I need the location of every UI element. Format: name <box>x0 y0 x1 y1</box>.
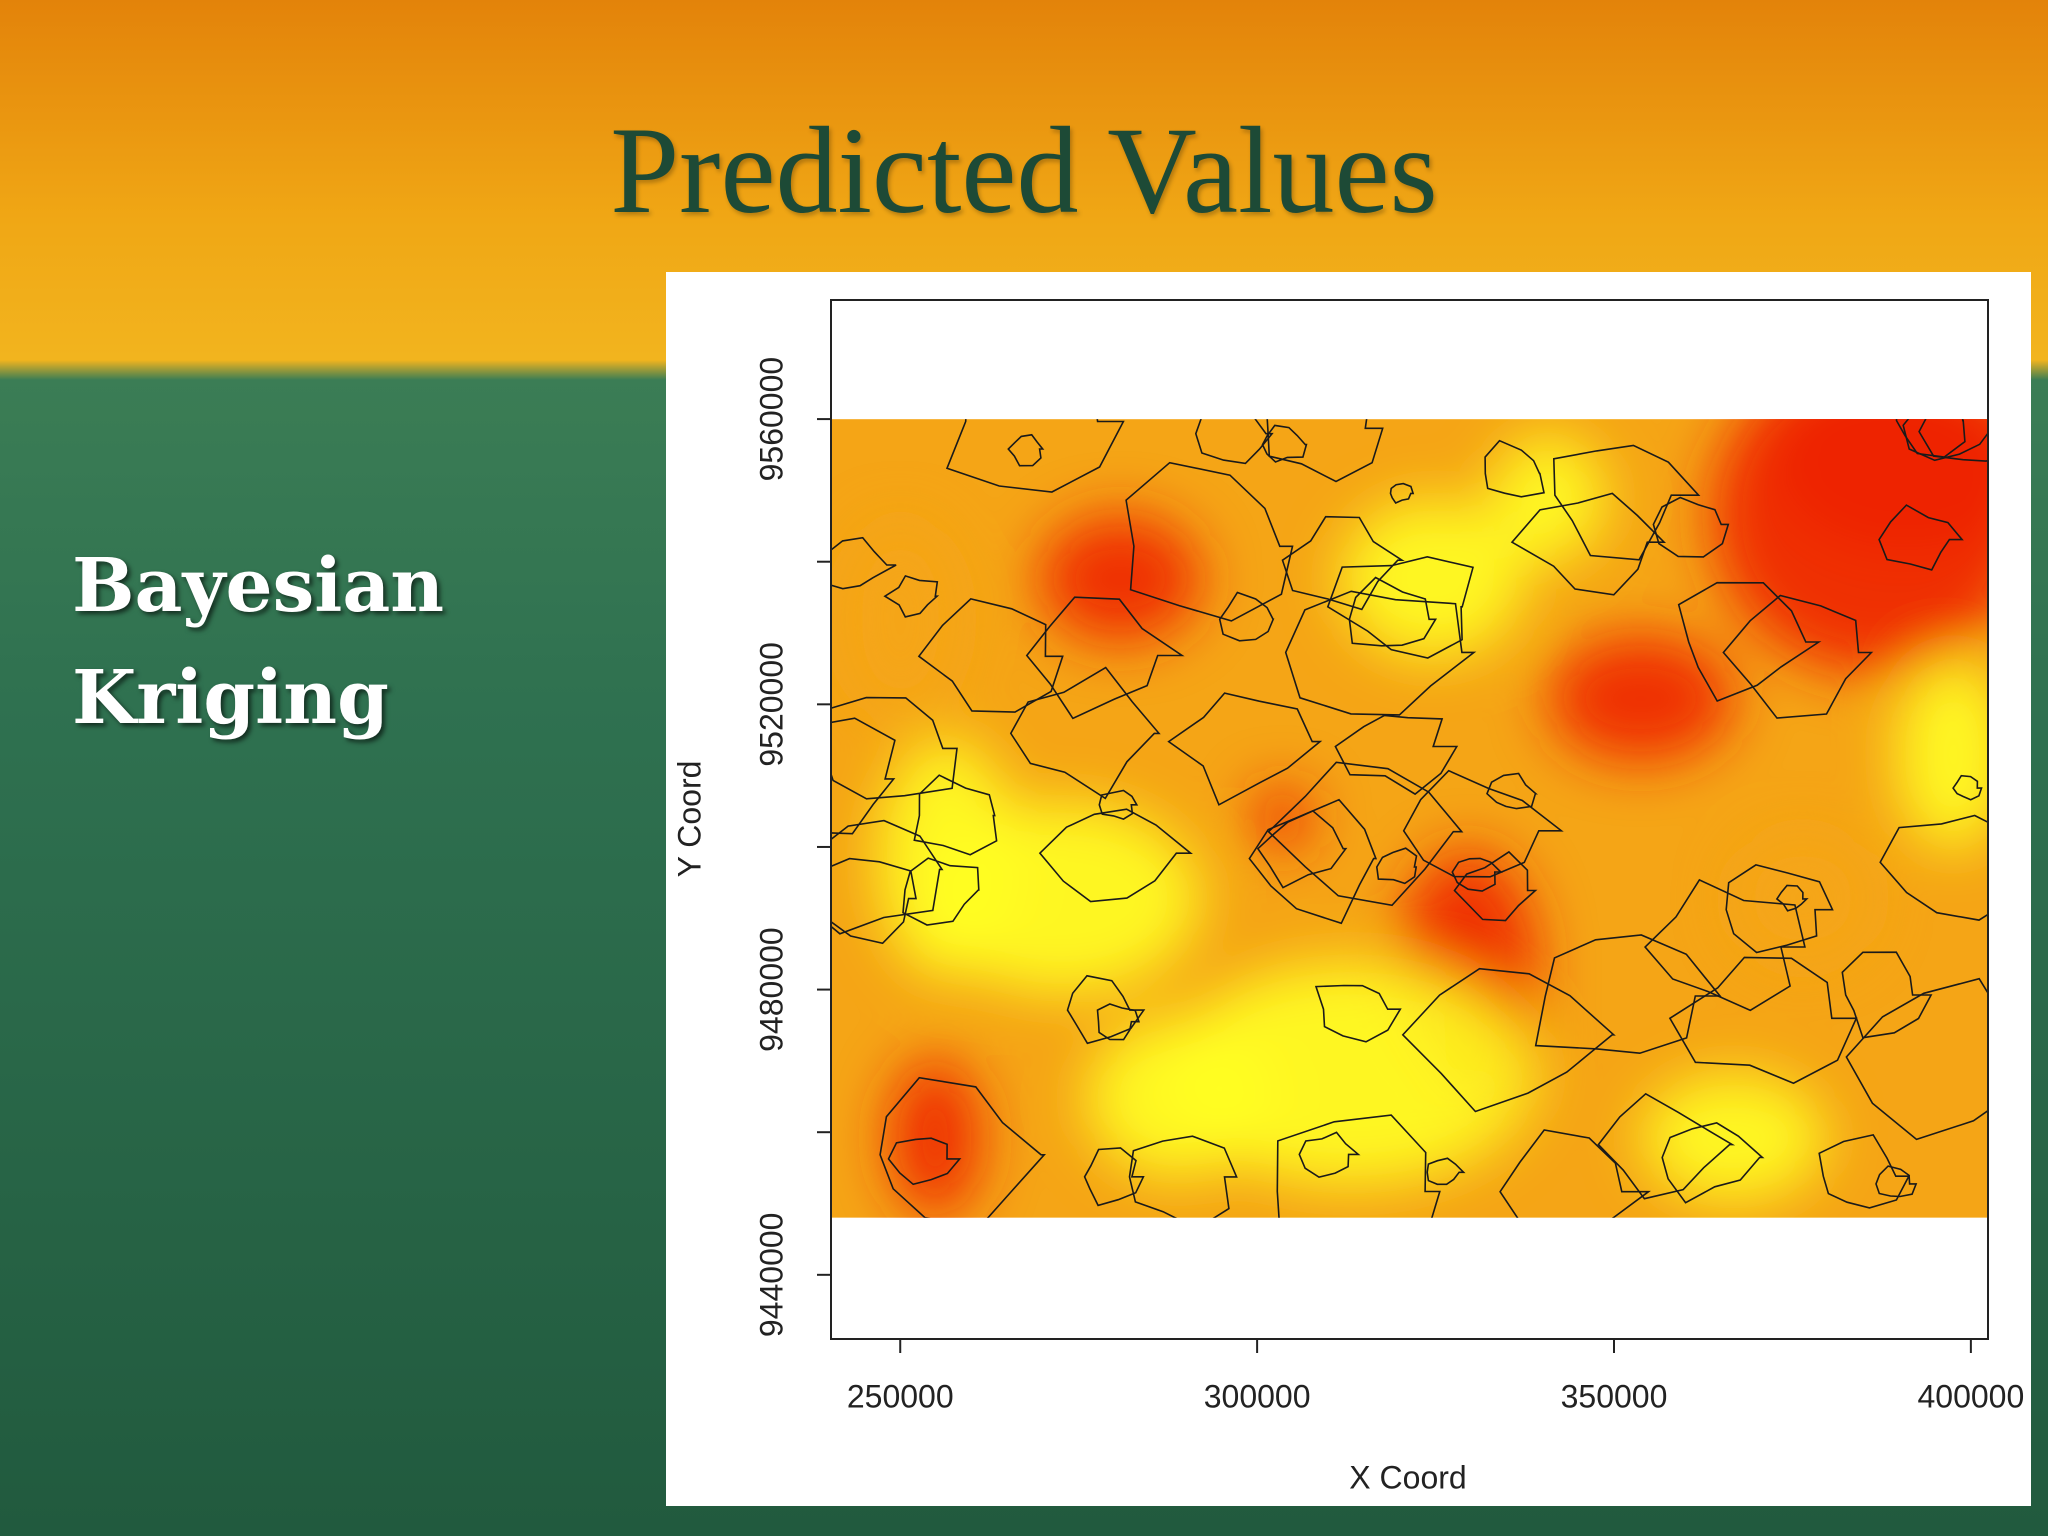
heatmap-blob <box>1895 658 1988 851</box>
contour-line <box>1499 1129 1651 1218</box>
heatmap-blob <box>1768 419 1988 555</box>
contour-line <box>1098 789 1139 820</box>
contour-line <box>1083 1147 1145 1207</box>
contour-line <box>1276 1114 1441 1218</box>
contour-line <box>1652 496 1730 558</box>
contour-line <box>1326 555 1474 659</box>
y-tick-label: 9480000 <box>753 927 789 1052</box>
contour-line <box>1267 761 1464 907</box>
contour-line <box>1256 809 1348 889</box>
contour-lines <box>831 419 1988 1218</box>
contour-line <box>831 696 958 800</box>
side-text: Bayesian Kriging <box>72 530 444 754</box>
x-tick-label: 400000 <box>1917 1378 2024 1414</box>
contour-line <box>1281 515 1405 611</box>
contour-line <box>902 857 980 926</box>
heatmap-blob <box>1085 1018 1271 1178</box>
heatmap-blob <box>842 522 959 715</box>
contour-line <box>1038 808 1193 903</box>
contour-line <box>1261 424 1308 463</box>
contour-line <box>1597 1092 1736 1200</box>
contour-line <box>1552 444 1701 561</box>
contour-line <box>1389 482 1415 505</box>
contour-line <box>883 574 940 618</box>
contour-line <box>1007 433 1045 467</box>
contour-line <box>1025 596 1185 720</box>
contour-line <box>1401 967 1616 1113</box>
contour-line <box>831 819 944 935</box>
y-tick-label: 9520000 <box>753 642 789 767</box>
side-text-line: Bayesian <box>72 543 445 629</box>
contour-line <box>1879 814 1988 921</box>
heatmap-blob <box>877 738 1017 979</box>
contour-line <box>1677 581 1822 702</box>
contour-line <box>1194 419 1274 465</box>
x-tick-label: 250000 <box>847 1378 954 1414</box>
contour-line <box>1125 461 1294 622</box>
slide-title: Predicted Values <box>610 102 1438 239</box>
heatmap-blob <box>1340 498 1526 659</box>
y-tick-label: 9440000 <box>753 1213 789 1338</box>
heatmap-blob <box>888 1058 982 1218</box>
contour-line <box>1009 666 1161 800</box>
contour-line <box>1902 419 1988 462</box>
contour-line <box>1334 714 1459 796</box>
contour-line <box>1534 934 1722 1055</box>
contour-line <box>1451 857 1503 892</box>
x-axis-label: X Coord <box>1349 1459 1466 1495</box>
contour-line <box>1661 1122 1765 1204</box>
contour-line <box>945 419 1125 493</box>
contour-line <box>887 1137 962 1186</box>
x-tick-label: 300000 <box>1204 1378 1311 1414</box>
contour-line <box>1402 769 1564 878</box>
contour-line <box>1484 439 1545 498</box>
contour-line <box>1314 984 1402 1043</box>
contour-line <box>917 598 1064 713</box>
contour-line <box>831 717 896 835</box>
contour-line <box>1298 1131 1361 1179</box>
contour-line <box>1875 1165 1918 1198</box>
contour-line <box>1895 419 1966 458</box>
contour-line <box>879 1076 1046 1218</box>
contour-line <box>1878 504 1964 571</box>
contour-line <box>1510 492 1667 596</box>
contour-line <box>1818 1133 1911 1209</box>
y-tick-label: 9560000 <box>753 357 789 482</box>
contour-line <box>1725 864 1834 954</box>
contour-line <box>1952 774 1983 801</box>
contour-line <box>1453 850 1538 922</box>
contour-line <box>1128 1135 1238 1218</box>
contour-line <box>1775 884 1809 912</box>
heatmap-blob <box>1640 1074 1827 1202</box>
heatmap-blob <box>1548 634 1734 763</box>
contour-line <box>1375 847 1418 885</box>
plot-frame <box>830 299 1989 1340</box>
contour-line <box>1096 1003 1141 1041</box>
heatmap-blobs <box>842 419 1988 1218</box>
y-axis-label: Y Coord <box>671 761 707 878</box>
contour-line <box>831 857 917 945</box>
contour-line <box>1266 419 1384 483</box>
heatmap-blob <box>1490 435 1607 563</box>
contour-line <box>913 774 998 856</box>
contour-line <box>1066 974 1146 1045</box>
contour-line <box>1218 591 1275 642</box>
x-tick-label: 350000 <box>1561 1378 1668 1414</box>
contour-line <box>1426 1157 1466 1186</box>
contour-line <box>1167 692 1323 806</box>
contour-line <box>1722 594 1874 719</box>
contour-line <box>831 536 897 590</box>
side-text-line: Kriging <box>72 655 389 741</box>
contour-line <box>1248 798 1378 925</box>
heatmap-blob <box>1039 514 1202 643</box>
contour-line <box>1841 951 1933 1039</box>
contour-line <box>1284 590 1477 716</box>
contour-line <box>1644 878 1806 1012</box>
heatmap <box>831 419 1988 1218</box>
